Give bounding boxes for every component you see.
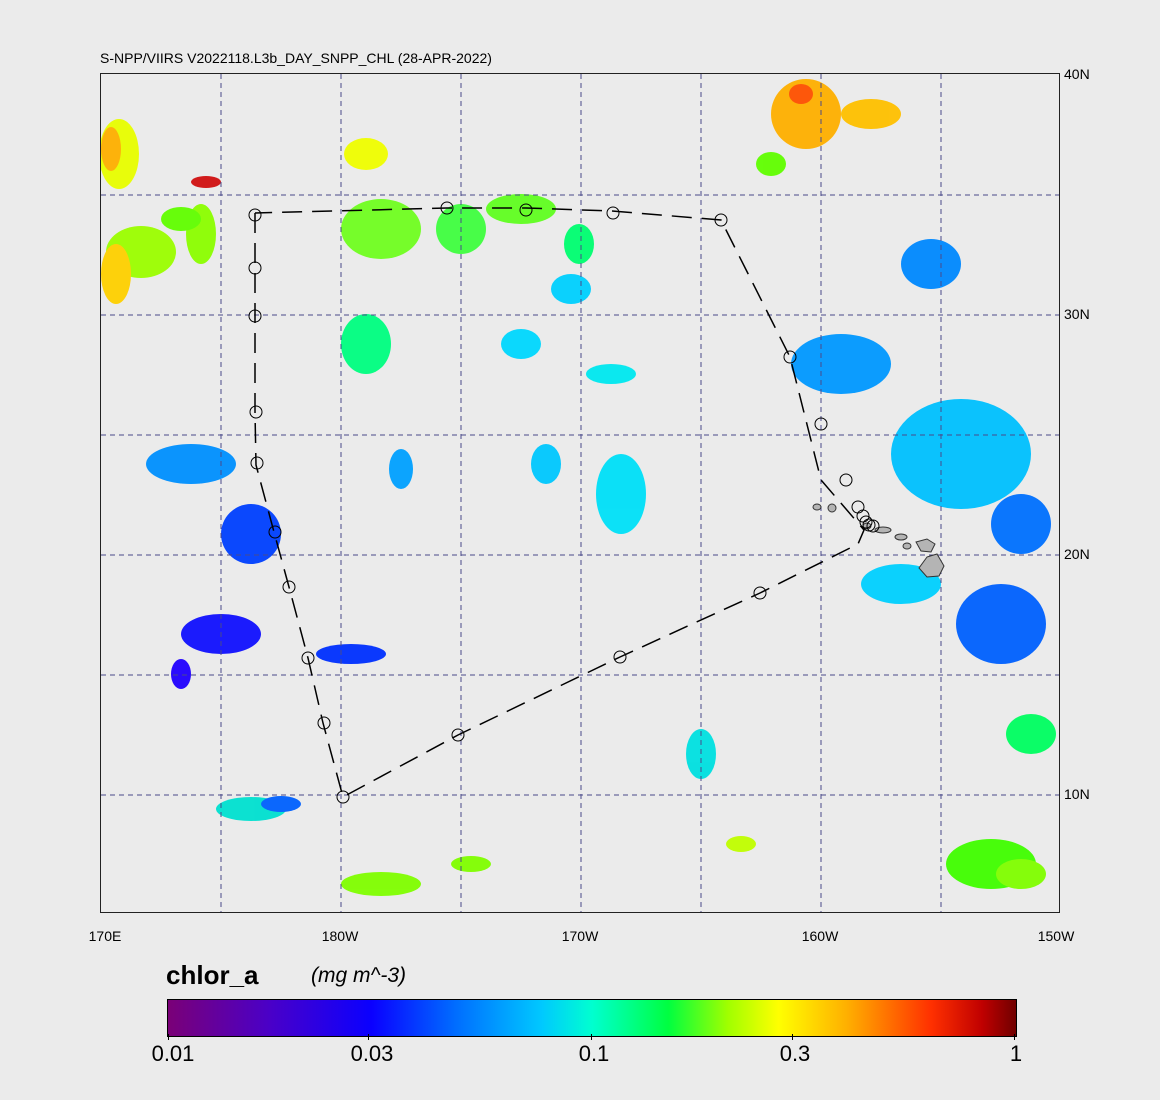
colorbar-variable-name: chlor_a xyxy=(166,960,259,990)
hawaiian-islands xyxy=(812,503,945,578)
colorbar xyxy=(167,999,1017,1037)
station-markers xyxy=(248,201,880,804)
colorbar-tick xyxy=(168,1034,169,1040)
colorbar-tick-label: 0.3 xyxy=(779,1041,811,1066)
graticule xyxy=(101,74,1059,912)
colorbar-tick xyxy=(368,1034,369,1040)
colorbar-tick-label: 0.03 xyxy=(350,1041,394,1066)
chlorophyll-data-layer xyxy=(101,79,1056,896)
lon-label-170w: 170W xyxy=(561,928,599,944)
map-plot-area xyxy=(100,73,1060,913)
lat-label-10n: 10N xyxy=(1064,786,1090,802)
lon-label-160w: 160W xyxy=(801,928,839,944)
colorbar-tick-label: 1 xyxy=(1009,1041,1023,1066)
colorbar-tick xyxy=(792,1034,793,1040)
colorbar-units: (mg m^-3) xyxy=(311,964,407,987)
colorbar-tick-label: 0.01 xyxy=(151,1041,195,1066)
lon-label-170e: 170E xyxy=(88,928,122,944)
lat-label-30n: 30N xyxy=(1064,306,1090,322)
map-title: S-NPP/VIIRS V2022118.L3b_DAY_SNPP_CHL (2… xyxy=(100,50,492,66)
colorbar-tick-label: 0.1 xyxy=(578,1041,610,1066)
lat-label-40n: 40N xyxy=(1064,66,1090,82)
lat-label-20n: 20N xyxy=(1064,546,1090,562)
colorbar-tick xyxy=(1014,1034,1015,1040)
lon-label-150w: 150W xyxy=(1037,928,1075,944)
colorbar-tick xyxy=(591,1034,592,1040)
lon-label-180w: 180W xyxy=(321,928,359,944)
cruise-track xyxy=(254,207,865,799)
